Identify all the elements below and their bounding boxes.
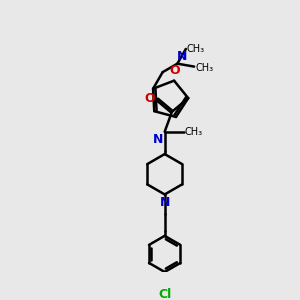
Text: N: N [153, 133, 164, 146]
Text: O: O [145, 92, 155, 105]
Text: O: O [170, 64, 180, 77]
Text: Cl: Cl [158, 288, 171, 300]
Text: N: N [160, 196, 170, 209]
Text: CH₃: CH₃ [195, 63, 213, 73]
Text: N: N [177, 50, 188, 63]
Text: CH₃: CH₃ [187, 44, 205, 54]
Text: CH₃: CH₃ [185, 127, 203, 137]
